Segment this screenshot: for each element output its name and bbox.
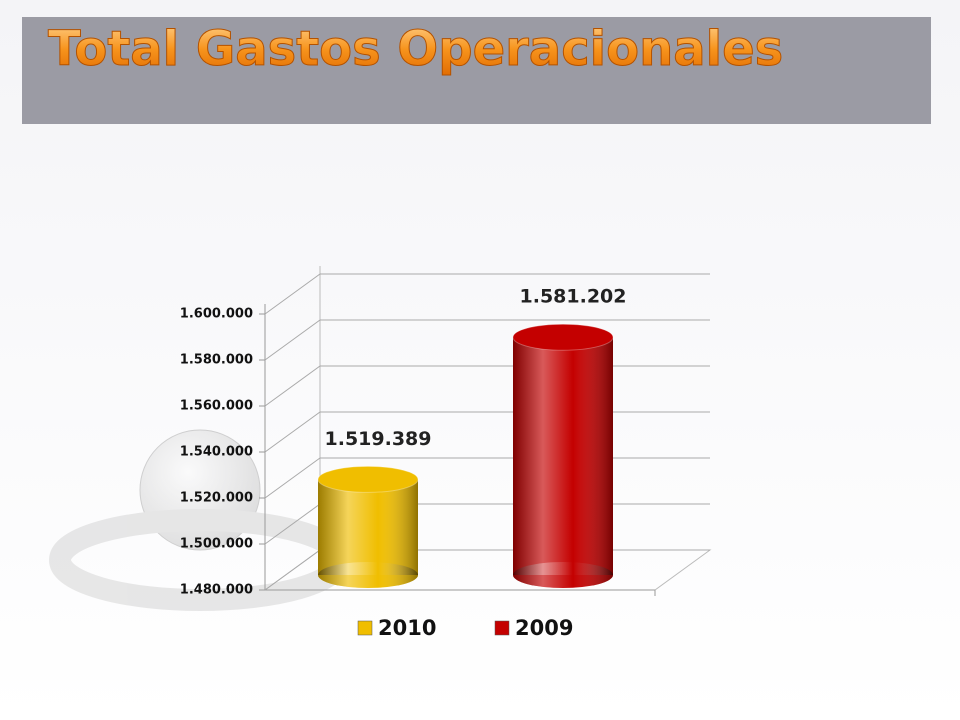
y-tick-label: 1.600.000 xyxy=(180,307,253,322)
y-tick-label: 1.540.000 xyxy=(180,445,253,460)
plot-area: 1.480.000 1.500.000 1.520.000 1.540.000 1.56… xyxy=(180,266,712,640)
title-band xyxy=(22,17,931,124)
y-tick-label: 1.560.000 xyxy=(180,399,253,414)
cylinder-top xyxy=(317,465,419,493)
legend-label: 2009 xyxy=(515,616,573,640)
y-tick-label: 1.480.000 xyxy=(180,583,253,598)
grid-line xyxy=(264,273,710,315)
legend-label: 2010 xyxy=(378,616,436,640)
legend-swatch xyxy=(494,620,510,636)
data-label: 1.519.389 xyxy=(325,428,432,450)
bar-shade xyxy=(318,479,418,575)
bar-shade xyxy=(513,337,613,575)
legend-swatch xyxy=(357,620,373,636)
y-tick-label: 1.520.000 xyxy=(180,491,253,506)
chart-title: Total Gastos Operacionales xyxy=(48,21,783,77)
grid-line xyxy=(264,319,710,361)
y-tick-label: 1.500.000 xyxy=(180,537,253,552)
y-tick-label: 1.580.000 xyxy=(180,353,253,368)
data-label: 1.581.202 xyxy=(520,286,627,308)
cylinder-top xyxy=(512,323,614,351)
